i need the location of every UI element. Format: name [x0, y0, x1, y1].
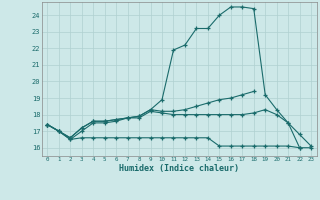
X-axis label: Humidex (Indice chaleur): Humidex (Indice chaleur)	[119, 164, 239, 173]
